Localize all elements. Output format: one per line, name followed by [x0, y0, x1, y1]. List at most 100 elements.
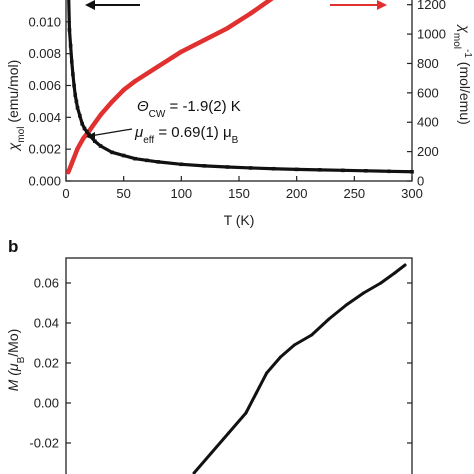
y-right-axis-title-part: χ — [457, 23, 473, 33]
y-tick-label: 0.02 — [34, 356, 59, 371]
panel-b-labels: b M (μB/Mo) — [5, 237, 27, 391]
susceptibility-segment — [146, 158, 159, 164]
annotation-mu-eff-part: B — [232, 135, 239, 146]
magnetization-curve-segment — [192, 451, 213, 474]
annotation-pointer — [89, 128, 133, 137]
inverse-susceptibility-segment — [202, 25, 230, 43]
y-right-tick-label: 1200 — [417, 0, 446, 12]
magnetization-curve-segment — [379, 271, 397, 285]
y-left-axis-title-part: (emu/mol) — [5, 60, 21, 127]
y-tick-label: 0.00 — [34, 396, 59, 411]
y-left-tick-label: 0.006 — [28, 78, 61, 93]
x-tick-label: 300 — [401, 186, 423, 201]
susceptibility-segment — [123, 153, 136, 161]
annotation-mu-eff-part: = 0.69(1) μ — [154, 124, 231, 141]
y-right-tick-label: 400 — [417, 115, 439, 130]
magnetization-curve-segment — [244, 391, 258, 415]
x-tick-label: 150 — [228, 186, 250, 201]
susceptibility-point — [179, 162, 184, 167]
susceptibility-point — [248, 166, 253, 170]
susceptibility-point — [74, 99, 79, 104]
y-left-tick-label: 0.002 — [28, 142, 61, 157]
susceptibility-point — [144, 158, 149, 163]
magnetization-curve-segment — [265, 355, 283, 375]
susceptibility-point — [69, 59, 74, 64]
y-right-tick-label: 1000 — [417, 27, 446, 42]
susceptibility-segment — [227, 165, 251, 170]
magnetization-curve-segment — [292, 333, 314, 347]
susceptibility-segment — [134, 157, 147, 162]
inverse-susceptibility-segment — [121, 78, 138, 93]
susceptibility-point — [71, 72, 75, 77]
panel-b-y-axis-title: M (μB/Mo) — [5, 329, 27, 392]
susceptibility-point — [387, 169, 391, 174]
y-tick-label: -0.02 — [29, 436, 59, 451]
susceptibility-point — [341, 168, 345, 173]
y-right-tick-label: 600 — [417, 85, 439, 100]
y-right-tick-label: 0 — [417, 174, 424, 189]
panel-b-y-axis-title-part: M ( — [5, 370, 21, 392]
susceptibility-point — [133, 156, 137, 161]
annotation-mu-eff-part: μ — [134, 124, 143, 141]
magnetization-curve-segment — [279, 343, 296, 359]
y-right-axis-title: χmol-1 (mol/emu) — [452, 23, 474, 125]
inverse-susceptibility-segment — [98, 99, 115, 118]
panel-b-ticks: -0.02 0.00 0.02 0.04 0.06 — [29, 276, 412, 451]
inverse-susceptibility-segment — [179, 37, 207, 54]
magnetization-curve-segment — [362, 281, 383, 295]
y-right-tick-label: 800 — [417, 56, 439, 71]
susceptibility-point — [93, 139, 97, 144]
inverse-susceptibility-segment — [132, 71, 149, 84]
susceptibility-segment — [273, 167, 297, 171]
y-right-tick-label: 200 — [417, 144, 439, 159]
magnetization-curve-segment — [209, 431, 231, 455]
susceptibility-point — [75, 105, 80, 110]
susceptibility-point — [72, 83, 76, 88]
susceptibility-point — [78, 113, 82, 118]
annotation-mu-eff-part: eff — [143, 135, 154, 146]
annotation-theta-cw: ΘCW = -1.9(2) K — [137, 98, 241, 120]
magnetization-curve-segment — [310, 317, 331, 337]
susceptibility-point — [271, 166, 276, 171]
susceptibility-segment — [250, 166, 274, 171]
susceptibility-point — [87, 133, 91, 137]
y-left-tick-label: 0.000 — [28, 174, 61, 189]
panel-a: 0 50 100 150 200 250 300 0.000 0.002 0.004 0.006 0.… — [5, 0, 474, 228]
y-left-axis-title: χmol (emu/mol) — [5, 60, 27, 153]
susceptibility-segment — [181, 162, 205, 168]
susceptibility-point — [110, 150, 114, 155]
susceptibility-point — [225, 165, 230, 169]
susceptibility-point — [84, 129, 89, 134]
susceptibility-segment — [71, 74, 76, 86]
annotation-theta-cw-part: = -1.9(2) K — [165, 98, 240, 115]
x-tick-label: 250 — [343, 186, 365, 201]
inverse-susceptibility-segment — [69, 146, 80, 166]
panel-a-series — [66, 0, 414, 175]
susceptibility-point — [410, 169, 414, 174]
panel-b: -0.02 0.00 0.02 0.04 0.06 b M (μB/Mo) — [5, 237, 413, 474]
annotation-pointer-head — [86, 132, 95, 140]
susceptibility-segment — [204, 164, 228, 169]
x-tick-label: 100 — [170, 186, 192, 201]
y-left-tick-label: 0.004 — [28, 110, 61, 125]
y-right-axis-title-part: (mol/emu) — [457, 58, 473, 125]
inverse-susceptibility-segment — [225, 11, 253, 31]
susceptibility-segment — [99, 144, 113, 154]
susceptibility-point — [202, 164, 207, 168]
x-tick-label: 0 — [62, 186, 69, 201]
susceptibility-point — [294, 167, 299, 172]
panel-b-letter: b — [8, 237, 18, 256]
susceptibility-point — [67, 27, 72, 32]
susceptibility-point — [80, 121, 84, 126]
panel-b-y-axis-title-part: B — [16, 356, 27, 363]
y-tick-label: 0.04 — [34, 316, 59, 331]
panel-b-y-axis-title-part: μ — [5, 363, 21, 372]
susceptibility-point — [156, 160, 161, 164]
panel-b-y-axis-title-part: /Mo) — [5, 329, 21, 357]
inverse-susceptibility-segment — [156, 49, 184, 69]
susceptibility-segment — [158, 160, 182, 166]
panel-a-ticks: 0 50 100 150 200 250 300 0.000 0.002 0.004 0.006 0.… — [28, 0, 445, 201]
susceptibility-segment — [67, 29, 73, 46]
inverse-susceptibility-segment — [248, 0, 274, 16]
